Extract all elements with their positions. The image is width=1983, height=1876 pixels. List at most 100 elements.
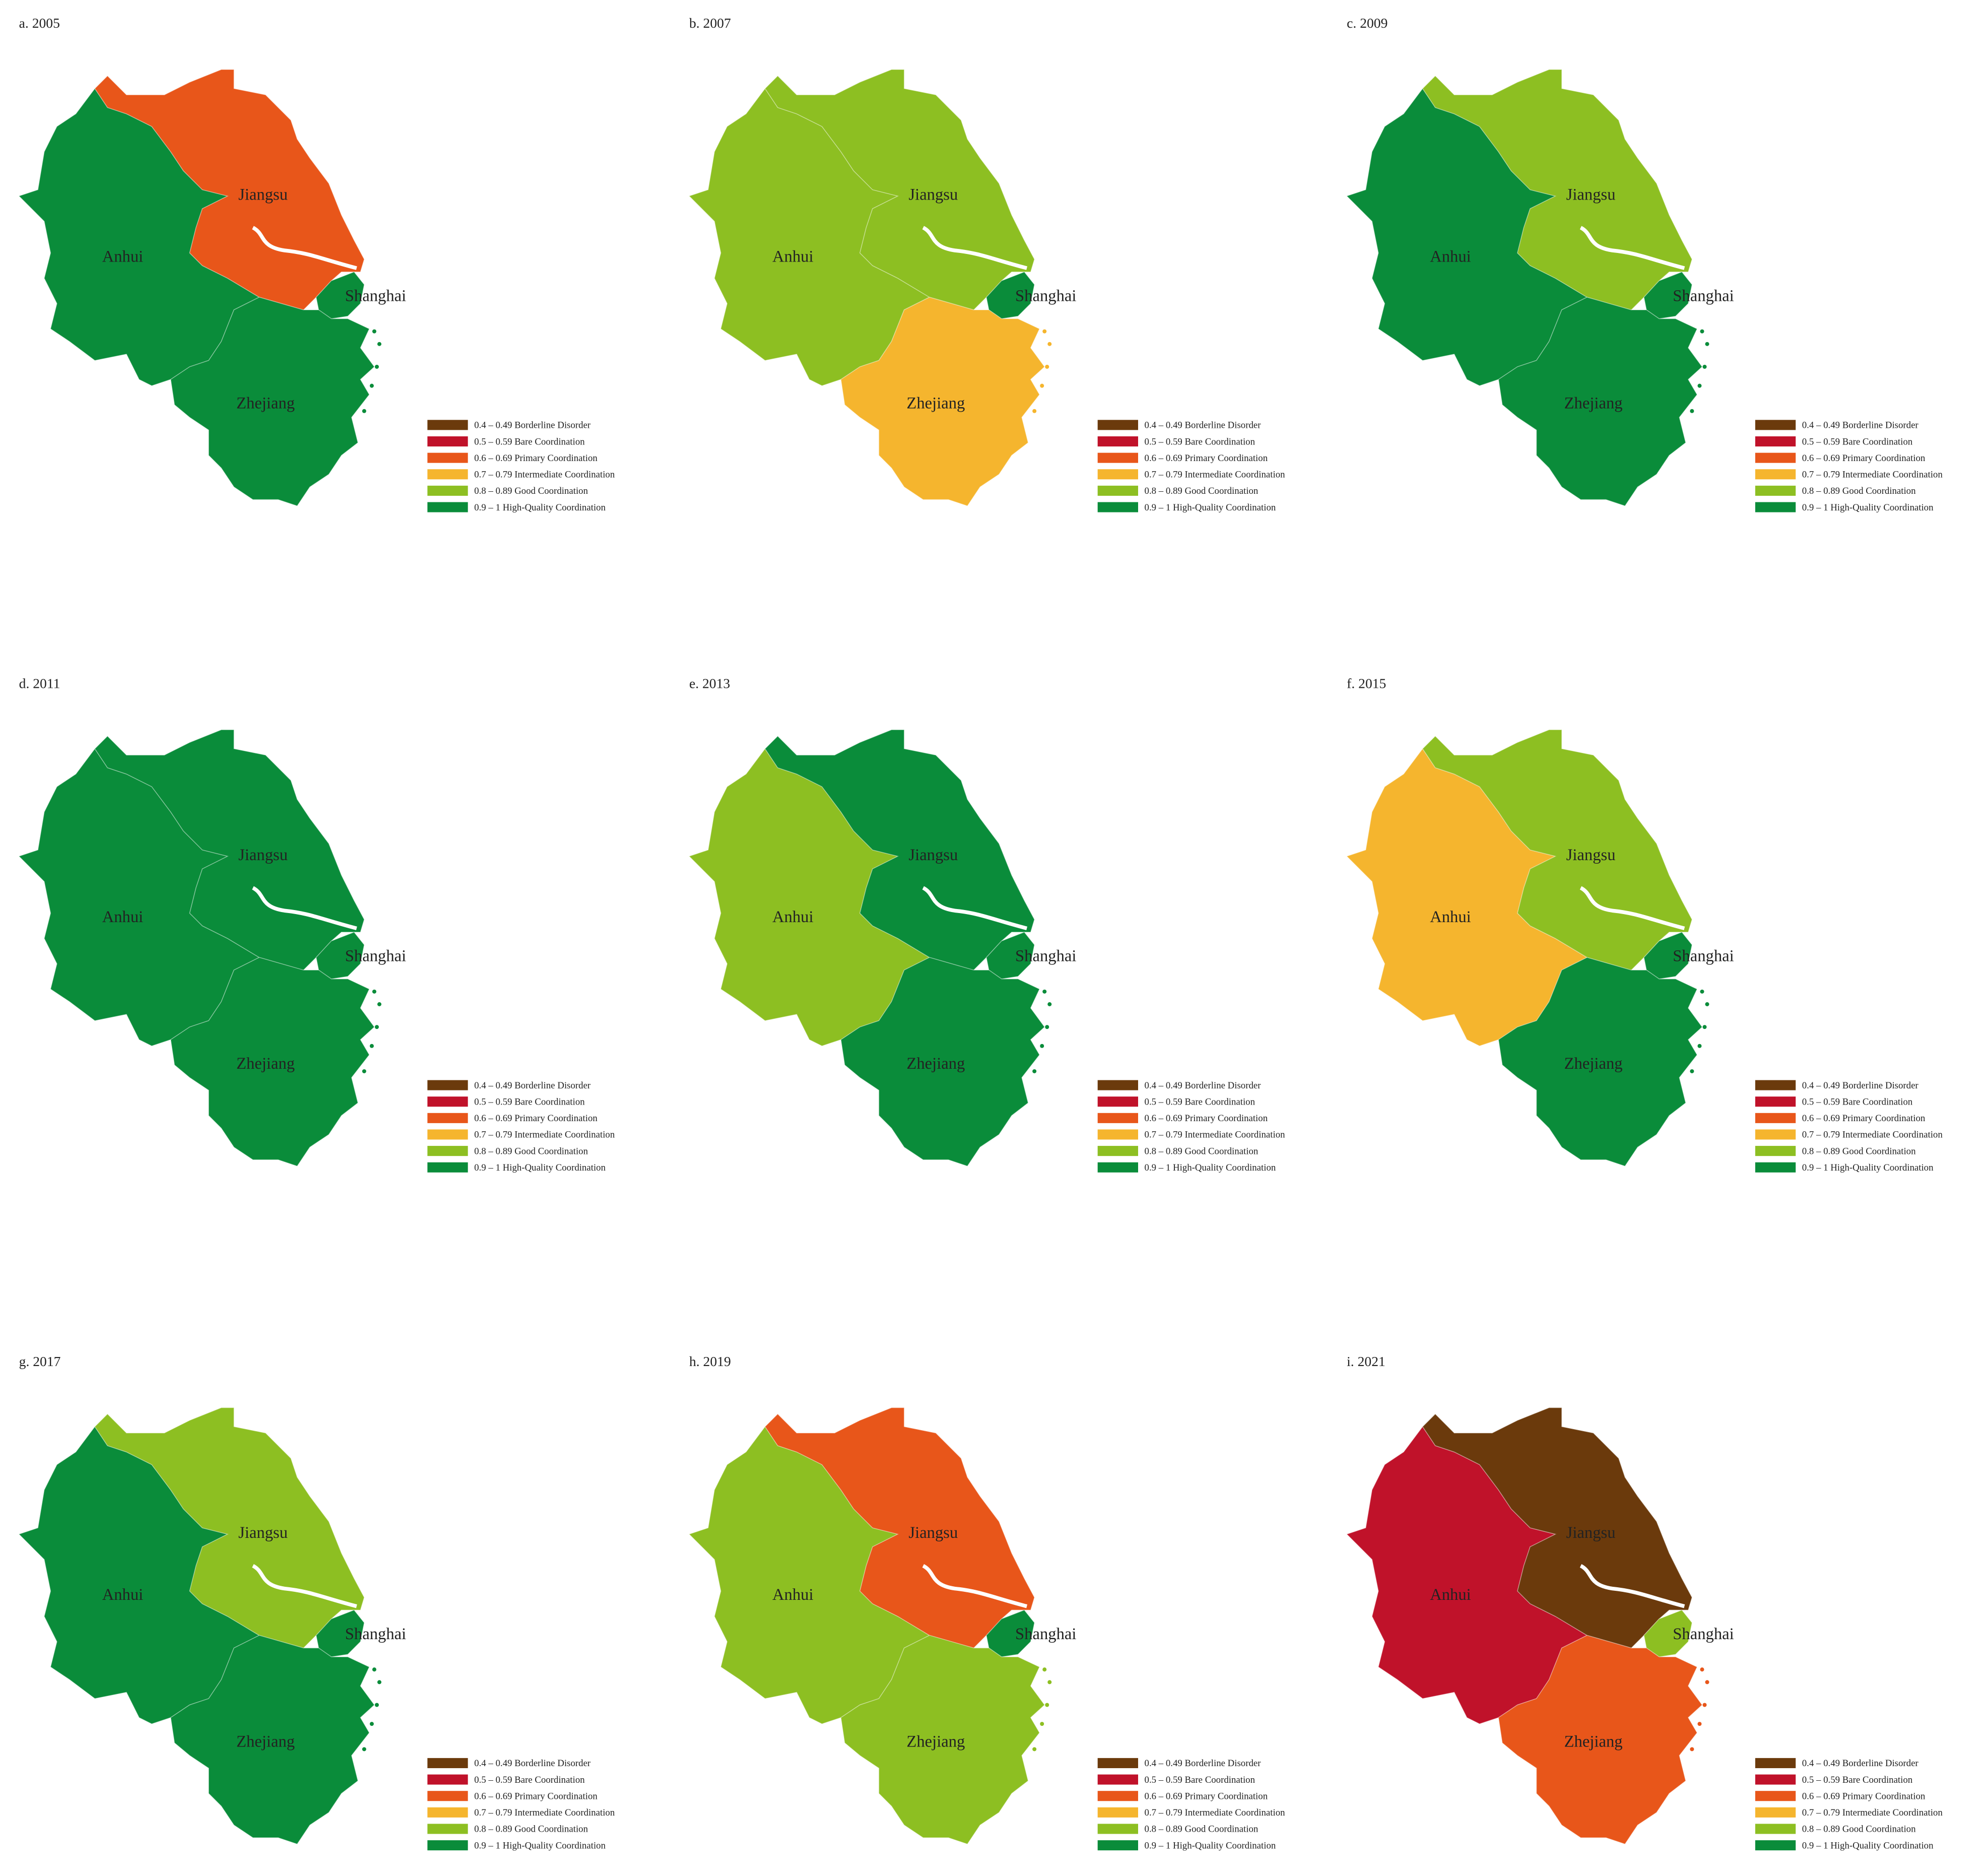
province-label: Anhui: [1430, 1586, 1471, 1604]
island: [372, 989, 376, 994]
province-label: Shanghai: [345, 287, 406, 305]
province-label: Jiangsu: [238, 1524, 288, 1542]
legend-label: 0.6 – 0.69 Primary Coordination: [474, 1113, 598, 1124]
province: [1422, 729, 1693, 971]
island: [1042, 1667, 1047, 1672]
island: [369, 1044, 374, 1048]
panel-title: f. 2015: [1347, 675, 1386, 691]
river: [922, 226, 1028, 270]
legend-label: 0.9 – 1 High-Quality Coordination: [1145, 502, 1276, 513]
legend-swatch: [1755, 1080, 1796, 1090]
legend-swatch: [1097, 1840, 1138, 1851]
legend-swatch: [1097, 1824, 1138, 1834]
legend-swatch: [1097, 1807, 1138, 1818]
province-label: Zhejiang: [906, 1055, 965, 1073]
legend-swatch: [427, 1113, 468, 1123]
province-label: Jiangsu: [238, 186, 288, 204]
legend-swatch: [1755, 1096, 1796, 1107]
island: [1047, 1002, 1052, 1006]
province-label: Jiangsu: [1566, 1524, 1616, 1542]
province-label: Zhejiang: [906, 395, 965, 413]
province-label: Anhui: [772, 1586, 814, 1604]
legend-swatch: [1097, 1162, 1138, 1173]
legend-swatch: [1755, 1758, 1796, 1768]
map-panel: h. 2019 Anhui Jiangsu Shanghai Zhejiang 0.4 –…: [688, 1353, 1286, 1851]
legend-swatch: [1097, 452, 1138, 463]
panel-title: e. 2013: [689, 675, 730, 691]
legend-swatch: [1755, 1774, 1796, 1785]
legend-swatch: [427, 1096, 468, 1107]
legend-label: 0.5 – 0.59 Bare Coordination: [1802, 1096, 1913, 1107]
legend-swatch: [427, 502, 468, 512]
province: [840, 297, 1045, 506]
legend-label: 0.8 – 0.89 Good Coordination: [474, 1824, 588, 1835]
province-label: Zhejiang: [1564, 1732, 1623, 1751]
legend-label: 0.7 – 0.79 Intermediate Coordination: [1802, 1807, 1943, 1818]
legend-label: 0.8 – 0.89 Good Coordination: [1802, 486, 1916, 496]
province: [1422, 69, 1693, 310]
legend-swatch: [1755, 1129, 1796, 1140]
island: [374, 1703, 379, 1707]
legend-label: 0.9 – 1 High-Quality Coordination: [1802, 502, 1934, 513]
province: [985, 931, 1035, 980]
river: [1579, 226, 1685, 270]
island: [1697, 1044, 1702, 1048]
province-label: Shanghai: [1015, 287, 1076, 305]
province-label: Jiangsu: [908, 1524, 958, 1542]
province-label: Anhui: [102, 248, 144, 266]
province-label: Jiangsu: [1566, 846, 1616, 864]
legend-swatch: [1097, 1113, 1138, 1123]
legend-swatch: [1097, 1129, 1138, 1140]
legend-swatch: [1097, 1774, 1138, 1785]
legend-label: 0.5 – 0.59 Bare Coordination: [1802, 436, 1913, 447]
map-panel: a. 2005 Anhui Jiangsu Shanghai Zhejiang 0.4 –…: [18, 15, 615, 513]
legend-label: 0.9 – 1 High-Quality Coordination: [1802, 1840, 1934, 1851]
legend-swatch: [427, 1824, 468, 1834]
province-label: Zhejiang: [236, 395, 295, 413]
river: [252, 226, 357, 270]
legend-label: 0.8 – 0.89 Good Coordination: [1145, 1824, 1259, 1835]
map-panel: i. 2021 Anhui Jiangsu Shanghai Zhejiang 0.4 –…: [1346, 1353, 1943, 1851]
province: [94, 1407, 365, 1649]
legend-label: 0.5 – 0.59 Bare Coordination: [1145, 1775, 1255, 1785]
province: [315, 1609, 365, 1657]
province-label: Shanghai: [345, 947, 406, 965]
legend-swatch: [1755, 1146, 1796, 1156]
legend-label: 0.6 – 0.69 Primary Coordination: [1145, 1791, 1268, 1801]
legend-label: 0.9 – 1 High-Quality Coordination: [1802, 1162, 1934, 1173]
island: [1705, 1002, 1709, 1006]
legend-label: 0.5 – 0.59 Bare Coordination: [1145, 436, 1255, 447]
legend-label: 0.8 – 0.89 Good Coordination: [1802, 1146, 1916, 1156]
map-panel: f. 2015 Anhui Jiangsu Shanghai Zhejiang 0.4 –…: [1346, 675, 1943, 1173]
legend-label: 0.5 – 0.59 Bare Coordination: [474, 436, 585, 447]
province: [840, 957, 1045, 1167]
map-panel: e. 2013 Anhui Jiangsu Shanghai Zhejiang 0.4 –…: [688, 675, 1285, 1173]
panel-title: i. 2021: [1347, 1353, 1385, 1369]
province-label: Jiangsu: [1566, 186, 1616, 204]
island: [369, 1722, 374, 1726]
legend-swatch: [1097, 1791, 1138, 1801]
province: [315, 271, 365, 319]
island: [1032, 1747, 1037, 1752]
legend-label: 0.4 – 0.49 Borderline Disorder: [474, 420, 591, 431]
legend-swatch: [1755, 502, 1796, 512]
legend-label: 0.7 – 0.79 Intermediate Coordination: [474, 1130, 615, 1140]
island: [1702, 364, 1707, 369]
legend-label: 0.6 – 0.69 Primary Coordination: [1145, 1113, 1268, 1124]
province: [985, 271, 1035, 319]
legend-label: 0.7 – 0.79 Intermediate Coordination: [1145, 1807, 1286, 1818]
legend-swatch: [1755, 452, 1796, 463]
island: [1042, 989, 1047, 994]
legend-swatch: [1097, 420, 1138, 430]
province-label: Shanghai: [1015, 1625, 1076, 1643]
island: [1032, 1069, 1037, 1073]
legend-label: 0.8 – 0.89 Good Coordination: [474, 1146, 588, 1156]
panel-title: c. 2009: [1347, 15, 1387, 31]
island: [372, 329, 376, 334]
island: [1045, 1025, 1049, 1029]
legend-label: 0.4 – 0.49 Borderline Disorder: [1802, 1758, 1919, 1769]
legend-label: 0.8 – 0.89 Good Coordination: [1145, 486, 1259, 496]
island: [372, 1667, 376, 1672]
province-label: Zhejiang: [236, 1055, 295, 1073]
